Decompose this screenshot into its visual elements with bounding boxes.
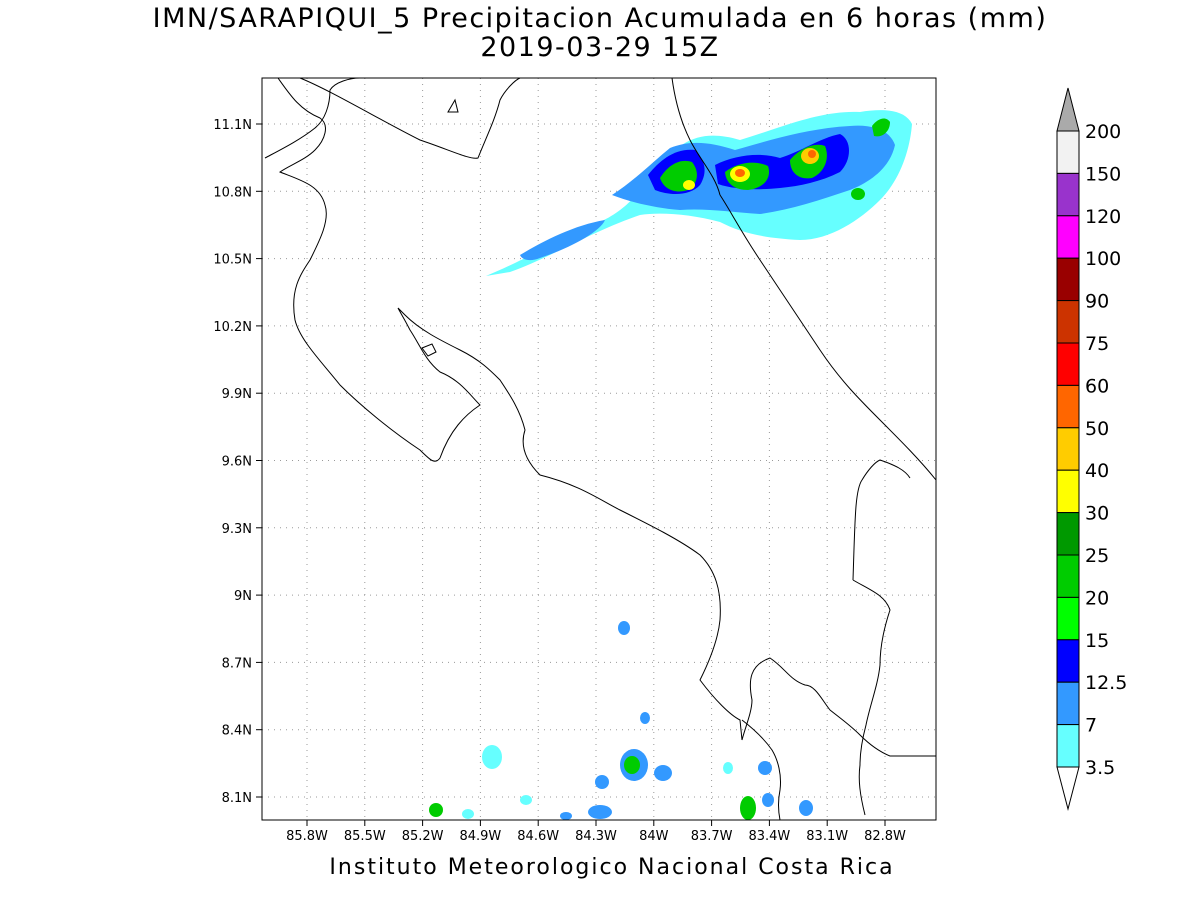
colorbar-label: 90 <box>1085 291 1109 313</box>
lon-tick-label: 82.8W <box>864 829 906 844</box>
colorbar-label: 50 <box>1085 418 1109 440</box>
colorbar-label: 15 <box>1085 630 1109 652</box>
colorbar-swatch <box>1056 300 1080 344</box>
colorbar-label: 7 <box>1085 715 1097 737</box>
coastline <box>264 77 937 821</box>
grid-lines <box>262 78 936 820</box>
colorbar-swatch <box>1056 724 1080 768</box>
lon-tick-label: 83.4W <box>748 829 790 844</box>
lat-tick-label: 8.7N <box>222 656 252 671</box>
lon-tick-label: 85.8W <box>286 829 328 844</box>
lon-tick-label: 85.2W <box>402 829 444 844</box>
colorbar-label: 25 <box>1085 545 1109 567</box>
colorbar: 3.5 7 12.5 15 20 25 30 40 50 60 75 90 100 120 150 200 <box>1056 87 1127 811</box>
colorbar-swatch <box>1056 172 1080 217</box>
lat-tick-label: 9.6N <box>222 455 252 470</box>
lat-tick-label: 10.2N <box>213 320 252 335</box>
map-subtitle: 2019-03-29 15Z <box>480 32 720 63</box>
colorbar-swatch <box>1056 512 1080 556</box>
longitude-axis: 85.8W 85.5W 85.2W 84.9W 84.6W 84.3W 84W 83.7W 83… <box>286 820 906 844</box>
colorbar-swatch <box>1056 215 1080 259</box>
colorbar-swatch <box>1056 130 1080 174</box>
lat-tick-label: 8.1N <box>222 791 252 806</box>
colorbar-swatch <box>1056 342 1080 386</box>
colorbar-label: 75 <box>1085 333 1109 355</box>
colorbar-label: 150 <box>1085 163 1121 185</box>
colorbar-top-arrow <box>1056 87 1080 132</box>
footer-credit: Instituto Meteorologico Nacional Costa R… <box>329 855 895 880</box>
lon-tick-label: 83.7W <box>691 829 733 844</box>
colorbar-swatch <box>1056 427 1080 471</box>
colorbar-label: 12.5 <box>1085 672 1127 694</box>
colorbar-label: 40 <box>1085 460 1109 482</box>
lon-tick-label: 84.9W <box>459 829 501 844</box>
lon-tick-label: 84.3W <box>575 829 617 844</box>
precipitation-field-north <box>486 110 912 276</box>
colorbar-bottom-arrow <box>1056 766 1080 811</box>
lon-tick-label: 84.6W <box>517 829 559 844</box>
lat-tick-label: 9N <box>234 589 252 604</box>
lon-tick-label: 85.5W <box>344 829 386 844</box>
colorbar-swatch <box>1056 257 1080 302</box>
colorbar-swatch <box>1056 596 1080 641</box>
colorbar-label: 3.5 <box>1085 757 1115 779</box>
colorbar-label: 200 <box>1085 121 1121 143</box>
colorbar-swatch <box>1056 639 1080 683</box>
colorbar-label: 20 <box>1085 587 1109 609</box>
lon-tick-label: 83.1W <box>806 829 848 844</box>
colorbar-label: 60 <box>1085 375 1109 397</box>
colorbar-label: 120 <box>1085 206 1121 228</box>
precipitation-field-south <box>429 621 813 820</box>
colorbar-swatch <box>1056 681 1080 726</box>
lat-tick-label: 8.4N <box>222 724 252 739</box>
lat-tick-label: 9.3N <box>222 522 252 537</box>
colorbar-swatch <box>1056 384 1080 429</box>
latitude-axis: 8.1N 8.4N 8.7N 9N 9.3N 9.6N 9.9N 10.2N 10.5N 10.8… <box>213 118 262 806</box>
lon-tick-label: 84W <box>639 829 669 844</box>
lat-tick-label: 10.8N <box>213 185 252 200</box>
colorbar-label: 30 <box>1085 503 1109 525</box>
lat-tick-label: 10.5N <box>213 253 252 268</box>
colorbar-label: 100 <box>1085 248 1121 270</box>
lat-tick-label: 11.1N <box>213 118 252 133</box>
map-title: IMN/SARAPIQUI_5 Precipitacion Acumulada … <box>152 3 1048 34</box>
lat-tick-label: 9.9N <box>222 387 252 402</box>
colorbar-swatch <box>1056 554 1080 598</box>
colorbar-swatch <box>1056 469 1080 514</box>
map-frame <box>261 77 937 821</box>
